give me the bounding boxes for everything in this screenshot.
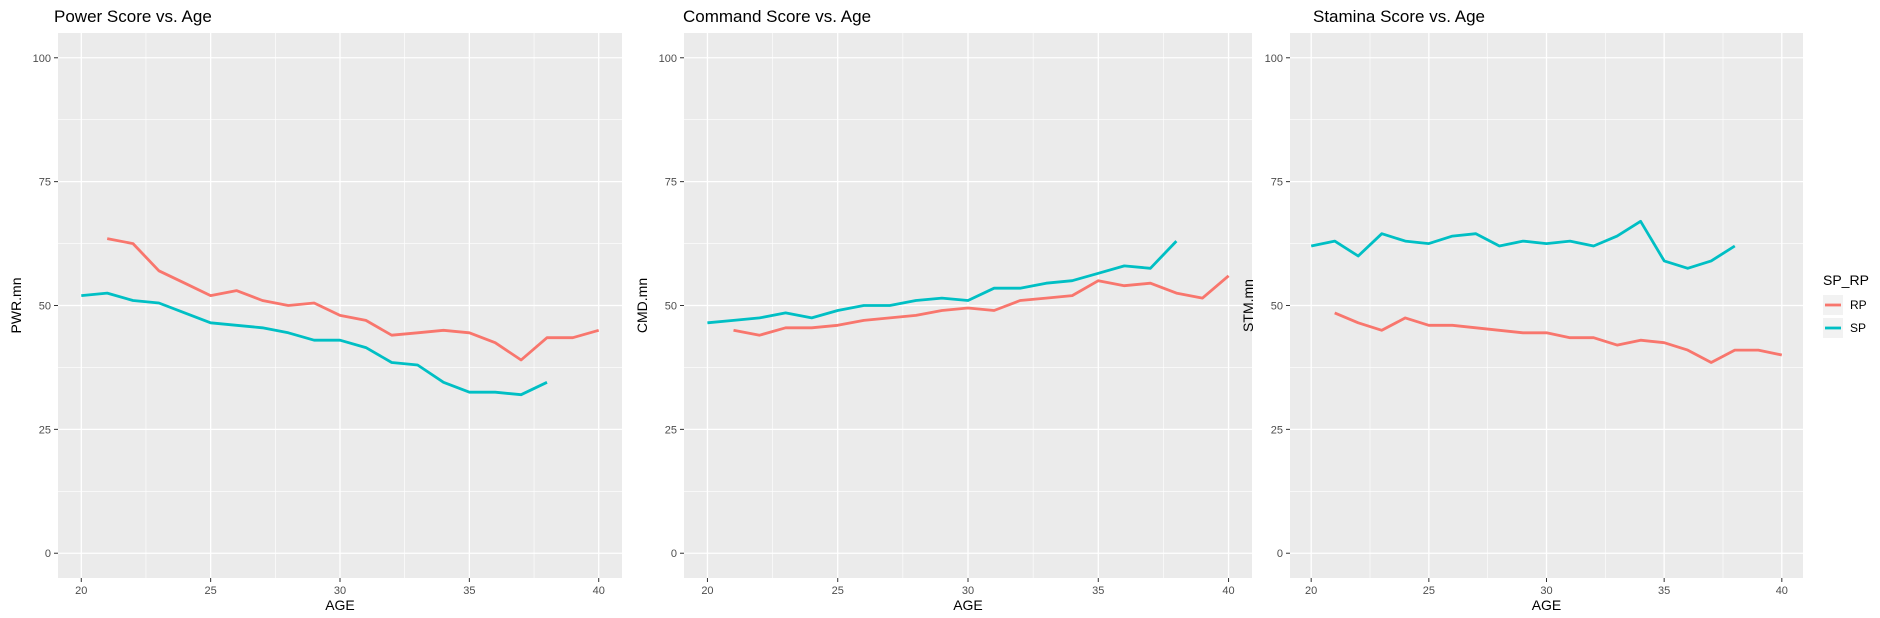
x-tick-label: 35	[463, 585, 475, 597]
y-tick-label: 100	[659, 53, 677, 65]
x-tick-label: 30	[962, 585, 974, 597]
x-tick-label: 25	[832, 585, 844, 597]
chart-panel-3: 0 25 50 75 100 20 25 30 35 40 Stamina Score vs. Ag…	[1240, 7, 1803, 613]
series-line-sp	[81, 291, 548, 397]
y-tick-label: 0	[671, 548, 677, 560]
y-tick-label: 50	[1271, 301, 1283, 313]
y-tick-label: 75	[39, 177, 51, 189]
x-tick-label: 20	[1305, 585, 1317, 597]
y-axis-title: PWR.mn	[8, 278, 24, 334]
y-tick-label: 25	[39, 424, 51, 436]
y-tick-label: 100	[33, 53, 51, 65]
chart-title: Stamina Score vs. Age	[1313, 7, 1485, 26]
x-tick-label: 35	[1658, 585, 1670, 597]
series-line-sp	[1310, 219, 1736, 270]
y-axis-title: CMD.mn	[634, 278, 650, 333]
legend-title: SP_RP	[1823, 272, 1869, 288]
x-tick-label: 40	[1776, 585, 1788, 597]
x-tick-label: 25	[205, 585, 217, 597]
x-axis-title: AGE	[325, 597, 355, 613]
y-tick-label: 75	[1271, 177, 1283, 189]
y-axis-title: STM.mn	[1240, 279, 1256, 332]
y-tick-label: 50	[665, 301, 677, 313]
x-axis-title: AGE	[1532, 597, 1562, 613]
legend-label: SP	[1850, 321, 1866, 335]
chart-title: Power Score vs. Age	[54, 7, 212, 26]
chart-panel-1: 0 25 50 75 100 20 25 30 35 40 Power Score vs. Age A…	[8, 7, 622, 613]
series-line-rp	[106, 237, 600, 362]
x-tick-label: 40	[1222, 585, 1234, 597]
x-tick-label: 35	[1092, 585, 1104, 597]
x-tick-label: 40	[593, 585, 605, 597]
y-tick-label: 0	[45, 548, 51, 560]
y-tick-label: 50	[39, 301, 51, 313]
y-tick-label: 0	[1277, 548, 1283, 560]
y-tick-label: 75	[665, 177, 677, 189]
legend: SP_RP RP SP	[1823, 272, 1869, 338]
x-tick-label: 20	[75, 585, 87, 597]
chart-panel-2: 0 25 50 75 100 20 25 30 35 40 Command Score vs. Ag…	[634, 7, 1252, 613]
x-tick-label: 30	[1540, 585, 1552, 597]
chart-title: Command Score vs. Age	[683, 7, 871, 26]
x-tick-label: 20	[701, 585, 713, 597]
legend-label: RP	[1850, 298, 1867, 312]
series-line-rp	[1334, 311, 1783, 364]
x-tick-label: 30	[334, 585, 346, 597]
y-tick-label: 25	[1271, 424, 1283, 436]
x-axis-title: AGE	[953, 597, 983, 613]
x-tick-label: 25	[1423, 585, 1435, 597]
series-line-rp	[733, 274, 1230, 337]
series-line-sp	[707, 240, 1178, 325]
y-tick-label: 25	[665, 424, 677, 436]
y-tick-label: 100	[1265, 53, 1283, 65]
